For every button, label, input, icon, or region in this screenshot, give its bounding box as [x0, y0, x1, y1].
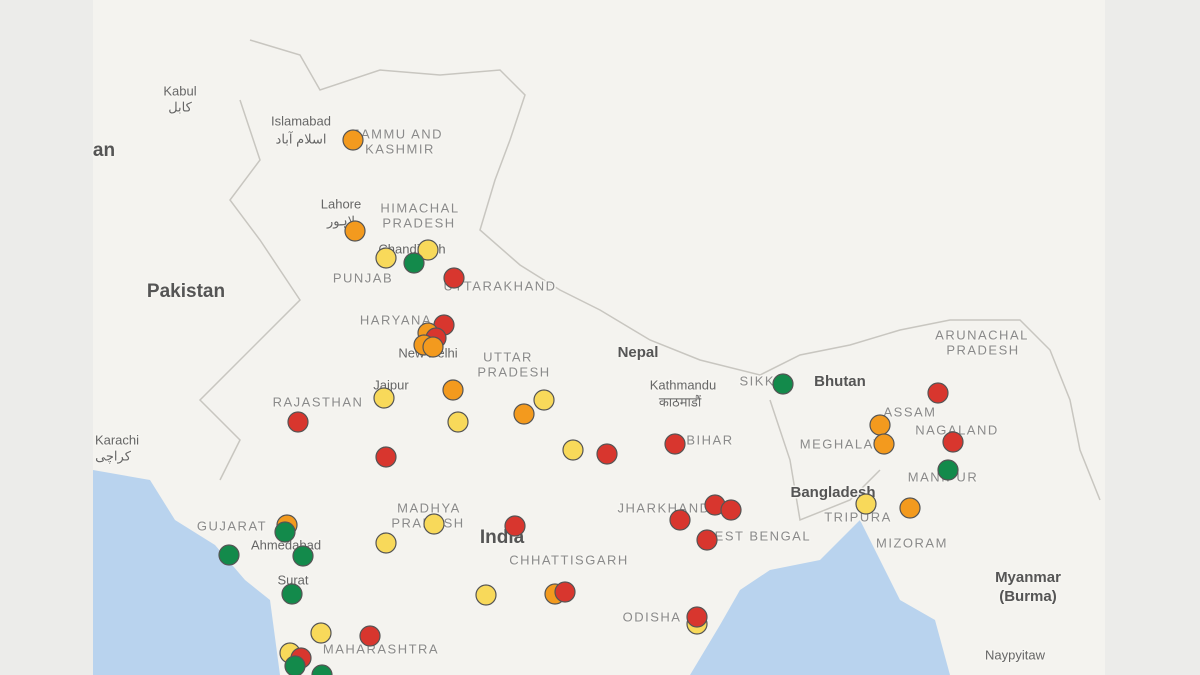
- map-label: Nepal: [618, 344, 659, 361]
- map-marker[interactable]: [596, 443, 618, 465]
- map-marker[interactable]: [899, 497, 921, 519]
- map-marker[interactable]: [504, 515, 526, 537]
- map-marker[interactable]: [869, 414, 891, 436]
- map-label: Islamabad: [271, 113, 331, 128]
- map-marker[interactable]: [375, 247, 397, 269]
- border: [198, 99, 301, 481]
- map-label: GUJARAT: [197, 518, 267, 533]
- map-label: MEGHALAYA: [800, 436, 892, 451]
- border: [769, 399, 881, 522]
- map-marker[interactable]: [292, 545, 314, 567]
- map-label: PRADESH: [382, 215, 455, 230]
- map-marker[interactable]: [772, 373, 794, 395]
- map-label: RAJASTHAN: [273, 394, 364, 409]
- map-marker[interactable]: [475, 584, 497, 606]
- map-label: Bangladesh: [790, 484, 875, 501]
- map-label: Bhutan: [814, 373, 866, 390]
- map-marker[interactable]: [274, 521, 296, 543]
- map-marker[interactable]: [942, 431, 964, 453]
- map-label: کابل: [168, 99, 192, 114]
- map-marker[interactable]: [696, 529, 718, 551]
- map-label: Lahore: [321, 196, 361, 211]
- map-label: UTTARAKHAND: [443, 278, 556, 293]
- map-marker[interactable]: [422, 336, 444, 358]
- map-label: WEST BENGAL: [701, 528, 811, 543]
- map-label: Kabul: [163, 83, 196, 98]
- map-marker[interactable]: [855, 493, 877, 515]
- map-label: MAHARASHTRA: [323, 641, 439, 656]
- map-marker[interactable]: [927, 382, 949, 404]
- map-marker[interactable]: [442, 379, 464, 401]
- map-marker[interactable]: [533, 389, 555, 411]
- map-label: MADHYA: [397, 500, 461, 515]
- map-label: JHARKHAND: [618, 500, 711, 515]
- map-label: Kathmandu: [650, 377, 717, 392]
- map-label: Surat: [277, 572, 308, 587]
- map-label: PRADESH: [946, 342, 1019, 357]
- map-label: ASSAM: [883, 404, 936, 419]
- map-marker[interactable]: [447, 411, 469, 433]
- map-marker[interactable]: [669, 509, 691, 531]
- map-label: an: [93, 140, 115, 161]
- map-label: ODISHA: [623, 609, 682, 624]
- arabian-sea: [93, 470, 280, 675]
- map-marker[interactable]: [359, 625, 381, 647]
- map-label: HARYANA: [360, 312, 432, 327]
- map-label: MIZORAM: [876, 535, 948, 550]
- map-marker[interactable]: [423, 513, 445, 535]
- map-marker[interactable]: [403, 252, 425, 274]
- map-marker[interactable]: [417, 239, 439, 261]
- map-marker[interactable]: [311, 664, 333, 675]
- map-marker[interactable]: [686, 606, 708, 628]
- map-marker[interactable]: [554, 581, 576, 603]
- map-marker[interactable]: [873, 433, 895, 455]
- map-marker[interactable]: [287, 411, 309, 433]
- map-label: CHHATTISGARH: [509, 552, 629, 567]
- map-label: کراچی: [95, 448, 132, 464]
- map-marker[interactable]: [284, 655, 306, 675]
- bay-of-bengal: [690, 520, 950, 675]
- map-marker[interactable]: [513, 403, 535, 425]
- map-marker[interactable]: [344, 220, 366, 242]
- map-label: ARUNACHAL: [935, 327, 1029, 342]
- map-marker[interactable]: [218, 544, 240, 566]
- map-label: NAGALAND: [915, 422, 999, 437]
- map-label: JAMMU AND: [353, 126, 443, 141]
- map-marker[interactable]: [342, 129, 364, 151]
- map-label: UTTAR: [483, 349, 533, 364]
- map-marker[interactable]: [375, 532, 397, 554]
- map-label: काठमाडौं: [659, 394, 702, 409]
- map-label: (Burma): [999, 588, 1057, 605]
- map-marker[interactable]: [310, 622, 332, 644]
- map-marker[interactable]: [562, 439, 584, 461]
- map-marker[interactable]: [281, 583, 303, 605]
- map-label: اسلام آباد: [276, 130, 327, 147]
- map-label: PUNJAB: [333, 270, 393, 285]
- border: [249, 39, 1101, 501]
- map-marker[interactable]: [375, 446, 397, 468]
- map-label: PRADESH: [477, 364, 550, 379]
- map-label: Myanmar: [995, 569, 1061, 586]
- map-label: KASHMIR: [365, 141, 435, 156]
- map-marker[interactable]: [443, 267, 465, 289]
- map-marker[interactable]: [664, 433, 686, 455]
- map-marker[interactable]: [720, 499, 742, 521]
- map-label: HIMACHAL: [380, 200, 459, 215]
- map-label: BIHAR: [686, 432, 733, 447]
- map-label: Karachi: [95, 432, 139, 447]
- map-marker[interactable]: [937, 459, 959, 481]
- map-label: TRIPURA: [824, 509, 892, 524]
- markers: [218, 129, 964, 675]
- map-marker[interactable]: [373, 387, 395, 409]
- map-label: Pakistan: [147, 281, 225, 302]
- map-label: Naypyitaw: [985, 647, 1046, 662]
